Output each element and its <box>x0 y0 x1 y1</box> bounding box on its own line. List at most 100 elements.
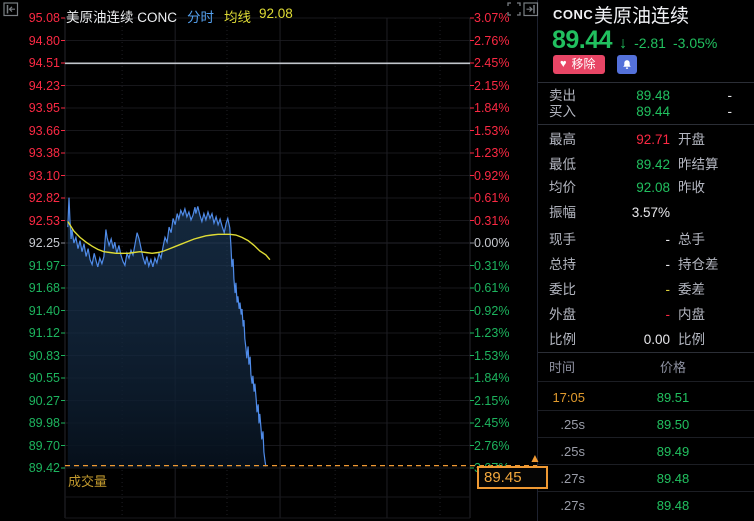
symbol-code: CONC <box>553 7 594 22</box>
tape-time: .27s <box>560 471 585 486</box>
quote-stat-row: 振幅 3.57% <box>538 201 754 225</box>
panel-separator <box>538 491 754 492</box>
tape-time: 17:05 <box>552 390 585 405</box>
tape-price: 89.48 <box>656 471 690 486</box>
quote-stat-row: 外盘 - 内盘 <box>538 303 754 327</box>
price-axis-label: 91.97 <box>28 258 60 273</box>
ma-legend-label: 均线 <box>224 10 251 25</box>
quote-stat-row: 最低 89.42 昨结算 <box>538 153 754 177</box>
percent-axis-label: 0.61% <box>474 191 510 205</box>
price-axis: 95.08 94.80 94.51 94.23 93.95 93.66 93.38 93.10… <box>2 0 62 521</box>
quote-stat-row: 最高 92.71 开盘 <box>538 128 754 152</box>
fullscreen-icon[interactable] <box>507 2 521 16</box>
stat-value: 0.00 <box>643 332 670 347</box>
price-axis-label: 90.27 <box>28 393 60 408</box>
symbol-name: 美原油连续 <box>594 6 690 27</box>
last-price-row: 89.44 ↓ -2.81 -3.05% <box>552 26 717 55</box>
collapse-panel-left-icon[interactable] <box>3 2 19 17</box>
tape-header: 时间 价格 <box>538 356 754 380</box>
quote-stat-row: 总持 - 持仓差 <box>538 253 754 277</box>
quote-stat-row: 均价 92.08 昨收 <box>538 176 754 200</box>
quote-stat-row: 卖出 89.48 - <box>538 84 754 108</box>
percent-axis-label: 3.07% <box>474 11 510 25</box>
stat-label: 总持 <box>549 257 576 272</box>
stat-label-secondary: 委差 <box>678 282 705 297</box>
stat-value: 92.71 <box>636 132 670 147</box>
percent-axis-label: 2.76% <box>474 438 510 453</box>
tape-time: .25s <box>560 444 585 459</box>
panel-separator <box>538 410 754 411</box>
bell-icon <box>622 59 631 69</box>
percent-axis-label: 0.31% <box>474 213 510 228</box>
stat-value: 89.48 <box>636 88 670 103</box>
expand-panel-right-icon[interactable] <box>523 2 539 17</box>
percent-axis-label: 2.76% <box>474 33 510 48</box>
chart-mode-tab[interactable]: 分时 <box>187 10 214 25</box>
tape-row: .27s 89.48 <box>538 494 754 518</box>
price-axis-label: 89.98 <box>28 416 60 430</box>
price-axis-label: 90.83 <box>28 348 60 363</box>
stat-label: 委比 <box>549 282 576 297</box>
remove-watchlist-button[interactable]: ♥ 移除 <box>553 55 605 74</box>
price-axis-label: 92.82 <box>28 191 60 205</box>
stat-label: 现手 <box>549 232 576 247</box>
price-change: -2.81 <box>634 35 666 51</box>
stat-value: 92.08 <box>636 180 670 195</box>
stat-label-secondary: 昨结算 <box>678 157 719 172</box>
down-arrow-icon: ↓ <box>619 35 628 52</box>
price-axis-label: 94.51 <box>28 56 60 70</box>
intraday-price-chart[interactable] <box>0 0 537 521</box>
price-axis-label: 89.42 <box>28 461 60 475</box>
chart-symbol-label: 美原油连续 CONC <box>66 10 177 25</box>
stat-label: 比例 <box>549 332 576 347</box>
tape-header-time: 时间 <box>549 360 576 375</box>
current-price-tag-value: 89.45 <box>484 469 522 486</box>
remove-button-label: 移除 <box>571 57 596 71</box>
price-axis-label: 93.10 <box>28 168 60 183</box>
action-buttons: ♥ 移除 <box>553 55 637 74</box>
percent-axis: 3.07% 2.76% 2.45% 2.15% 1.84% 1.53% 1.23% 0.92%… <box>473 0 528 521</box>
percent-axis-label: 0.61% <box>474 281 510 295</box>
panel-separator <box>538 124 754 125</box>
stat-value: 89.44 <box>636 104 670 119</box>
up-arrow-icon: ▲ <box>529 451 541 465</box>
tape-time: .27s <box>560 498 585 513</box>
chart-pane: 美原油连续 CONC 分时 均线 92.08 95.08 94.80 94.51 94… <box>0 0 548 521</box>
stat-value: - <box>665 257 671 272</box>
alert-bell-button[interactable] <box>616 55 637 74</box>
percent-axis-label: 0.00% <box>474 236 510 250</box>
stat-label-secondary: 内盘 <box>678 307 705 322</box>
price-axis-label: 93.66 <box>28 123 60 138</box>
panel-separator <box>538 352 754 353</box>
stat-label-secondary: 持仓差 <box>678 257 719 272</box>
stat-value-secondary: - <box>727 88 733 103</box>
percent-axis-label: 2.45% <box>474 416 510 430</box>
quote-stat-row: 现手 - 总手 <box>538 228 754 252</box>
percent-axis-label: 1.53% <box>474 348 510 363</box>
quote-stat-row: 比例 0.00 比例 <box>538 328 754 352</box>
price-axis-label: 92.53 <box>28 213 60 228</box>
panel-separator <box>538 437 754 438</box>
tape-row: .27s 89.48 <box>538 467 754 491</box>
percent-axis-label: 1.84% <box>474 101 510 115</box>
price-change-percent: -3.05% <box>672 35 718 51</box>
quote-stat-row: 委比 - 委差 <box>538 278 754 302</box>
price-axis-label: 91.68 <box>28 281 60 295</box>
panel-separator <box>538 82 754 83</box>
percent-axis-label: 2.15% <box>474 393 510 408</box>
stat-label-secondary: 总手 <box>678 232 705 247</box>
stat-value: 3.57% <box>631 205 670 220</box>
price-axis-label: 95.08 <box>28 11 60 25</box>
percent-axis-label: 1.23% <box>474 146 510 160</box>
stat-label-secondary: 开盘 <box>678 132 705 147</box>
percent-axis-label: 0.92% <box>474 303 510 318</box>
stat-label-secondary: 昨收 <box>678 180 705 195</box>
price-axis-label: 91.12 <box>28 326 60 340</box>
panel-separator <box>538 381 754 382</box>
price-axis-label: 92.25 <box>28 236 60 250</box>
volume-pane-label: 成交量 <box>68 474 108 489</box>
tape-time: .25s <box>560 417 585 432</box>
percent-axis-label: 0.92% <box>474 168 510 183</box>
percent-axis-label: 2.45% <box>474 56 510 70</box>
